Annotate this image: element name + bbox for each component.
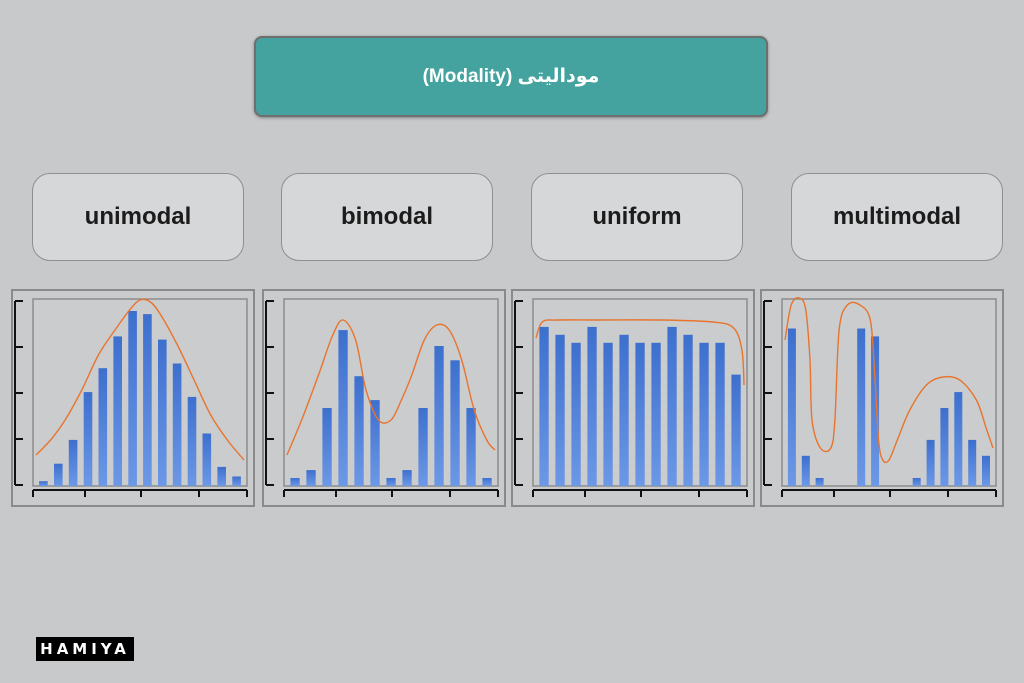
bar-uniform-1 [539,326,549,486]
title-box: مودالیتی (Modality) [254,36,768,117]
bar-uniform-12 [715,342,725,486]
density-curve-uniform [535,319,745,386]
label-multimodal: multimodal [791,173,1003,261]
bar-uniform-8 [651,342,661,486]
bar-bimodal-8 [402,470,412,486]
chart-panel-multimodal [760,289,1004,507]
bar-uniform-5 [603,342,613,486]
bar-bimodal-13 [482,478,492,486]
bar-unimodal-7 [128,311,137,486]
bar-unimodal-10 [172,363,182,486]
bar-bimodal-9 [418,408,428,486]
chart-panel-unimodal [11,289,255,507]
plot-frame-bimodal [283,298,499,487]
bar-uniform-13 [731,374,741,486]
label-bimodal-text: bimodal [340,203,433,230]
histogram-uniform [514,298,748,497]
logo-text: HAMIYA [40,640,130,658]
bar-bimodal-11 [450,360,460,486]
density-curve-bimodal [286,319,496,456]
bar-unimodal-9 [158,339,167,486]
label-multimodal-text: multimodal [832,203,961,230]
plot-frame-unimodal [32,298,248,487]
histogram-multimodal [763,297,997,497]
bar-unimodal-1 [39,481,48,486]
bar-multimodal-13 [954,392,963,486]
density-curve-multimodal [784,297,994,464]
bar-uniform-3 [571,342,581,486]
density-curve-unimodal [35,298,245,461]
label-uniform: uniform [531,173,743,261]
page-title: مودالیتی (Modality) [422,66,600,87]
bar-bimodal-12 [466,408,476,486]
bar-uniform-10 [683,334,693,486]
bar-unimodal-8 [143,314,152,486]
chart-panel-uniform [511,289,755,507]
bar-unimodal-5 [98,368,108,486]
label-bimodal: bimodal [281,173,493,261]
bar-bimodal-3 [322,408,332,486]
bar-bimodal-1 [290,478,300,486]
label-unimodal-text: unimodal [84,203,192,230]
bar-unimodal-2 [54,463,63,486]
bar-unimodal-6 [113,336,122,486]
bar-unimodal-13 [217,466,226,486]
bar-unimodal-3 [68,439,78,486]
bar-uniform-7 [635,342,645,486]
bar-multimodal-12 [940,408,949,486]
bar-multimodal-3 [815,478,824,486]
bar-multimodal-6 [857,328,866,486]
bar-uniform-2 [555,334,565,486]
label-unimodal: unimodal [32,173,244,261]
bar-unimodal-4 [83,392,93,486]
bar-multimodal-14 [968,439,977,486]
bar-multimodal-1 [787,328,796,486]
bar-uniform-6 [619,334,629,486]
bar-uniform-9 [667,326,677,486]
bar-bimodal-2 [306,470,316,486]
bar-multimodal-7 [871,336,880,486]
plot-frame-multimodal [781,298,997,487]
bar-uniform-4 [587,326,597,486]
bar-multimodal-15 [982,455,990,486]
bar-unimodal-12 [202,433,212,486]
bar-multimodal-2 [801,455,810,486]
bar-bimodal-4 [338,330,348,486]
bar-bimodal-5 [354,376,364,486]
bar-multimodal-10 [912,478,921,486]
bar-unimodal-14 [232,476,241,486]
bar-bimodal-6 [370,400,380,486]
hamiya-logo: HAMIYA [36,637,134,661]
label-uniform-text: uniform [592,203,682,230]
bar-bimodal-7 [386,478,396,486]
histogram-unimodal [14,298,248,497]
bar-uniform-11 [699,342,709,486]
bar-unimodal-11 [187,396,197,486]
histogram-bimodal [265,298,499,497]
bar-bimodal-10 [434,346,444,486]
chart-panel-bimodal [262,289,506,507]
bar-multimodal-11 [926,439,935,486]
